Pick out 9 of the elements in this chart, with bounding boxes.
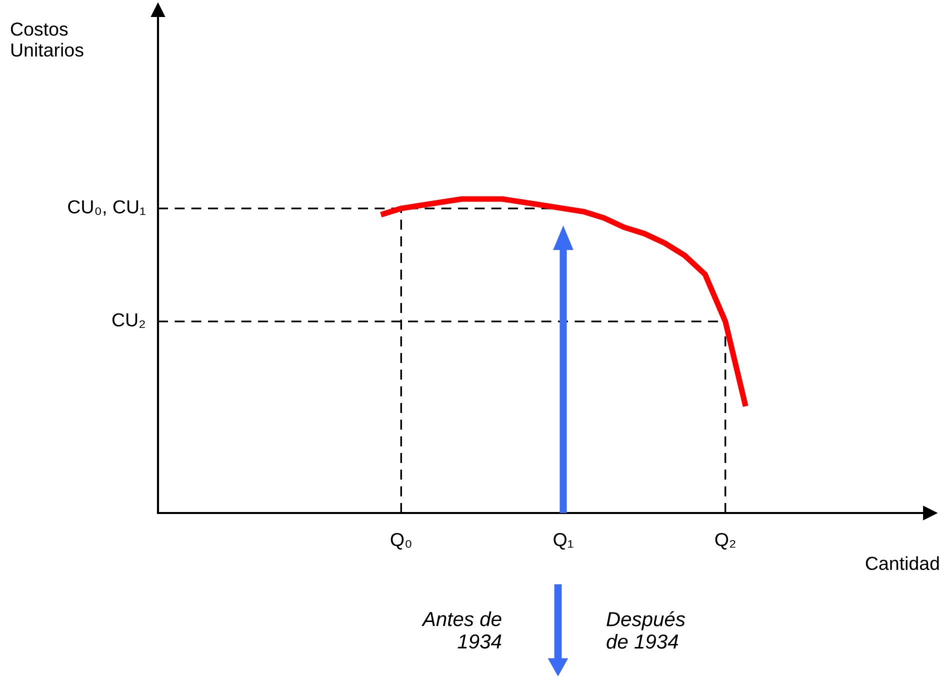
x-tick-label: Q₁ (554, 532, 574, 550)
ref-line-label: CU₀, CU₁ (68, 200, 146, 216)
text: Cantidad (866, 556, 939, 570)
text: Costos Unitarios (10, 22, 84, 57)
x-tick-label: Q₂ (715, 532, 736, 550)
x-tick-label: Q₀ (390, 532, 412, 550)
ref-line-label: CU₂ (112, 313, 145, 328)
text: Antes de 1934 (422, 611, 502, 649)
text: Después de 1934 (606, 611, 686, 649)
